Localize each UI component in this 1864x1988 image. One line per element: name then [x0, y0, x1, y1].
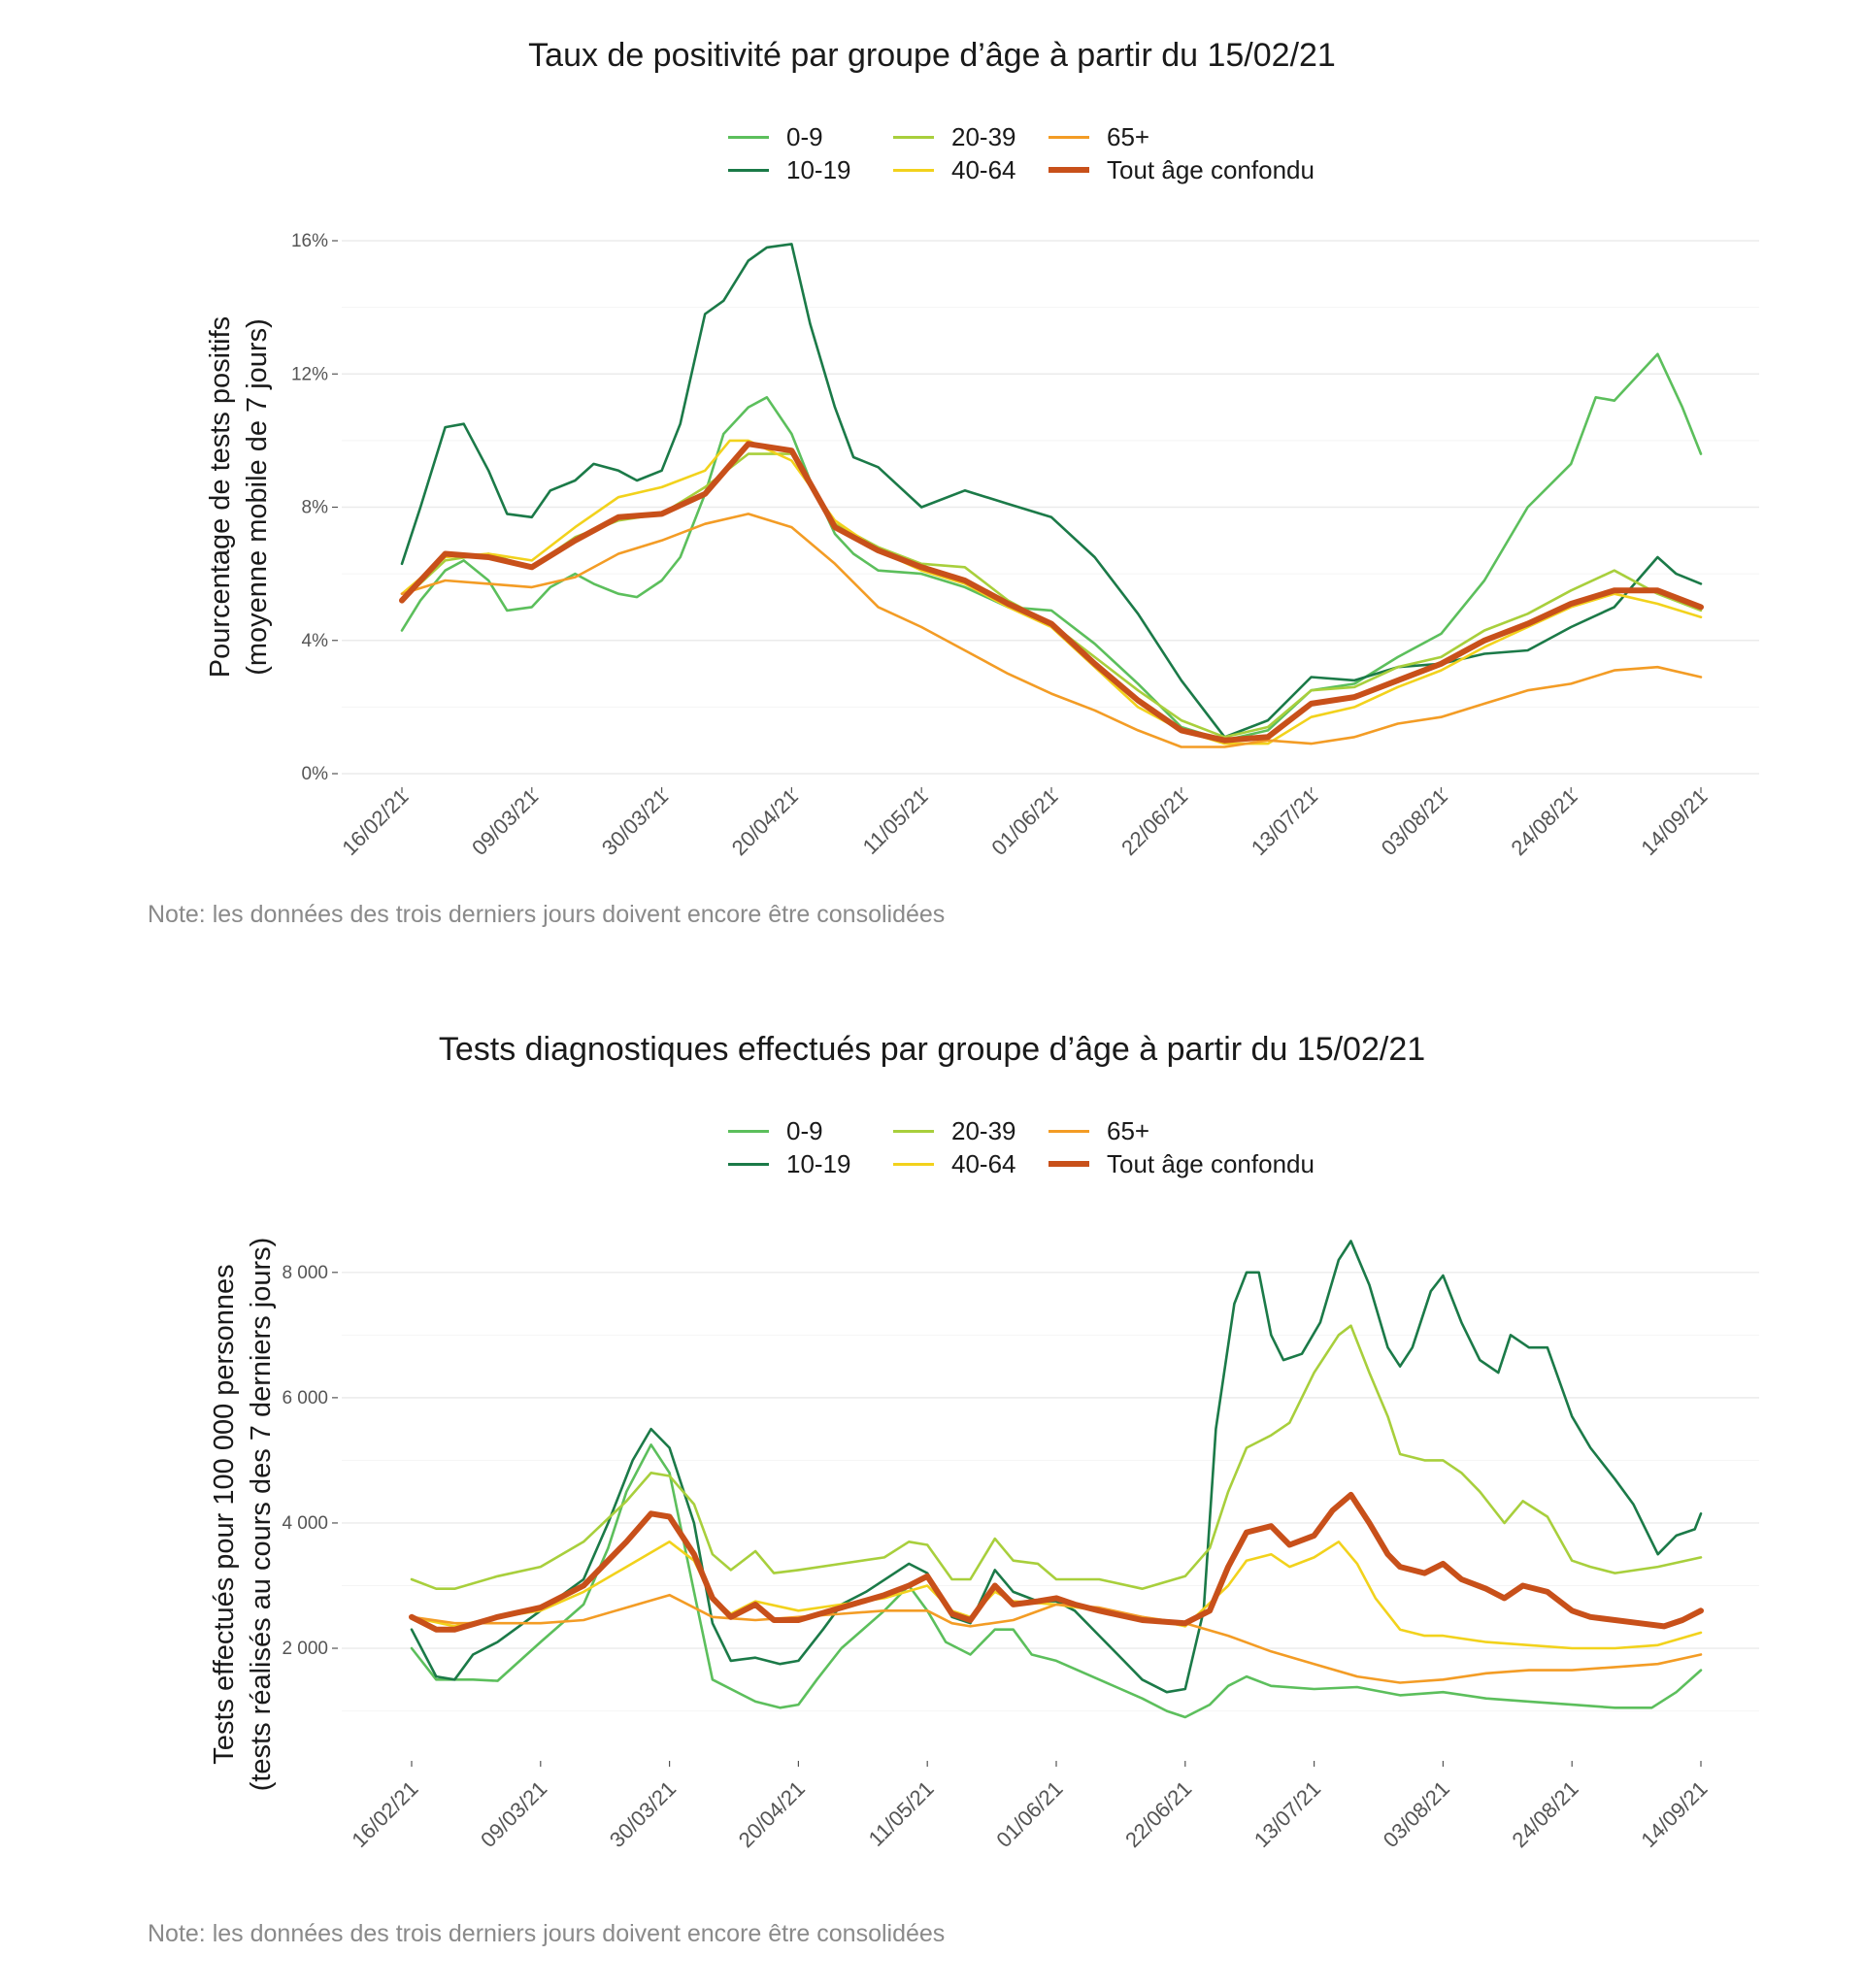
legend-item: 10-19 [728, 1147, 851, 1180]
legend-item: Tout âge confondu [1048, 153, 1315, 186]
legend-swatch [893, 135, 934, 139]
series-line-65- [410, 1593, 1703, 1684]
series-line-40-64 [400, 439, 1703, 746]
legend-swatch [1048, 1129, 1089, 1133]
series-line-0-9 [410, 1443, 1703, 1719]
x-tick-label: 03/08/21 [1377, 784, 1452, 860]
legend-label: 0-9 [786, 1115, 823, 1145]
legend-swatch [1048, 1161, 1089, 1167]
legend-swatch [728, 1162, 769, 1166]
legend-label: 10-19 [786, 1148, 851, 1178]
x-tick-label: 13/07/21 [1247, 784, 1322, 860]
y-tick-label: 2 000 [282, 1639, 328, 1659]
legend-swatch [893, 1162, 934, 1166]
x-tick-label: 13/07/21 [1249, 1776, 1325, 1852]
series-line-tout-ge-confondu [399, 441, 1704, 744]
chart-legend: 0-9 10-19 20-39 40-64 65+ Tout âge confondu [728, 120, 1408, 198]
positivity-plot: 0% 4% 8% 12% 16% 16/02/21 09/03/21 30/03/21 20/0… [205, 231, 1759, 860]
legend-label: 65+ [1107, 1115, 1150, 1145]
chart-note: Note: les données des trois derniers jou… [148, 901, 946, 928]
y-axis-title: Pourcentage de tests positifs [205, 316, 236, 678]
y-tick-label: 6 000 [282, 1388, 328, 1408]
series-line-0-9 [400, 352, 1703, 742]
legend-item: 10-19 [728, 153, 851, 186]
legend-item: 40-64 [893, 1147, 1016, 1180]
x-tick-label: 30/03/21 [605, 1776, 681, 1852]
legend-item: 0-9 [728, 120, 823, 153]
y-tick-label: 8 000 [282, 1263, 328, 1283]
x-tick-label: 16/02/21 [347, 1776, 422, 1852]
legend-item: Tout âge confondu [1048, 1147, 1315, 1180]
legend-swatch [728, 135, 769, 139]
x-tick-label: 30/03/21 [597, 784, 673, 860]
y-axis-title: (moyenne mobile de 7 jours) [242, 318, 273, 676]
legend-swatch [728, 168, 769, 172]
legend-swatch [893, 1129, 934, 1133]
positivity-chart-panel: Taux de positivité par groupe d’âge à pa… [148, 37, 1759, 928]
legend-label: 20-39 [951, 1115, 1016, 1145]
x-tick-label: 16/02/21 [337, 784, 413, 860]
series-line-10-19 [400, 243, 1703, 739]
x-tick-label: 24/08/21 [1507, 784, 1582, 860]
legend-swatch [728, 1129, 769, 1133]
chart-legend: 0-9 10-19 20-39 40-64 65+ Tout âge confondu [728, 1114, 1408, 1192]
x-tick-label: 01/06/21 [986, 784, 1062, 860]
x-tick-label: 01/06/21 [991, 1776, 1067, 1852]
legend-label: 0-9 [786, 121, 823, 151]
y-tick-label: 16% [291, 231, 328, 251]
series-line-tout-ge-confondu [409, 1491, 1704, 1633]
y-axis-title: Tests effectués pour 100 000 personnes [209, 1264, 240, 1764]
legend-label: 40-64 [951, 1148, 1016, 1178]
legend-item: 40-64 [893, 153, 1016, 186]
x-tick-label: 09/03/21 [467, 784, 543, 860]
x-tick-label: 09/03/21 [476, 1776, 551, 1852]
chart-title: Tests diagnostiques effectués par groupe… [438, 1031, 1426, 1068]
legend-swatch [1048, 135, 1089, 139]
x-tick-label: 20/04/21 [727, 784, 803, 860]
legend-swatch [1048, 167, 1089, 173]
series-line-65- [400, 513, 1703, 748]
chart-note: Note: les données des trois derniers jou… [148, 1920, 946, 1947]
x-tick-label: 11/05/21 [858, 784, 933, 859]
legend-item: 65+ [1048, 120, 1149, 153]
legend-item: 65+ [1048, 1114, 1149, 1147]
legend-label: 10-19 [786, 154, 851, 184]
x-tick-label: 22/06/21 [1116, 784, 1192, 860]
y-axis-title: (tests réalisés au cours des 7 derniers … [246, 1238, 277, 1792]
series-line-20-39 [410, 1324, 1703, 1590]
x-tick-label: 14/09/21 [1636, 784, 1712, 860]
x-tick-label: 20/04/21 [734, 1776, 810, 1852]
legend-label: Tout âge confondu [1107, 154, 1315, 184]
legend-label: 65+ [1107, 121, 1150, 151]
series-line-10-19 [410, 1240, 1703, 1694]
legend-item: 0-9 [728, 1114, 823, 1147]
y-tick-label: 8% [302, 498, 329, 518]
legend-label: Tout âge confondu [1107, 1148, 1315, 1178]
tests-plot: 2 000 4 000 6 000 8 000 16/02/21 09/03/21 30/0… [209, 1238, 1759, 1852]
chart-title: Taux de positivité par groupe d’âge à pa… [528, 37, 1336, 74]
legend-swatch [893, 168, 934, 172]
legend-label: 40-64 [951, 154, 1016, 184]
y-tick-label: 0% [302, 764, 329, 784]
legend-item: 20-39 [893, 120, 1016, 153]
x-tick-label: 22/06/21 [1120, 1776, 1196, 1852]
y-tick-label: 4 000 [282, 1513, 328, 1534]
x-tick-label: 03/08/21 [1379, 1776, 1454, 1852]
y-tick-label: 12% [291, 364, 328, 384]
legend-item: 20-39 [893, 1114, 1016, 1147]
legend-label: 20-39 [951, 121, 1016, 151]
x-tick-label: 14/09/21 [1636, 1776, 1712, 1852]
x-tick-label: 11/05/21 [864, 1776, 939, 1851]
x-tick-label: 24/08/21 [1508, 1776, 1583, 1852]
y-tick-label: 4% [302, 631, 329, 651]
tests-chart-panel: Tests diagnostiques effectués par groupe… [0, 994, 1864, 1988]
